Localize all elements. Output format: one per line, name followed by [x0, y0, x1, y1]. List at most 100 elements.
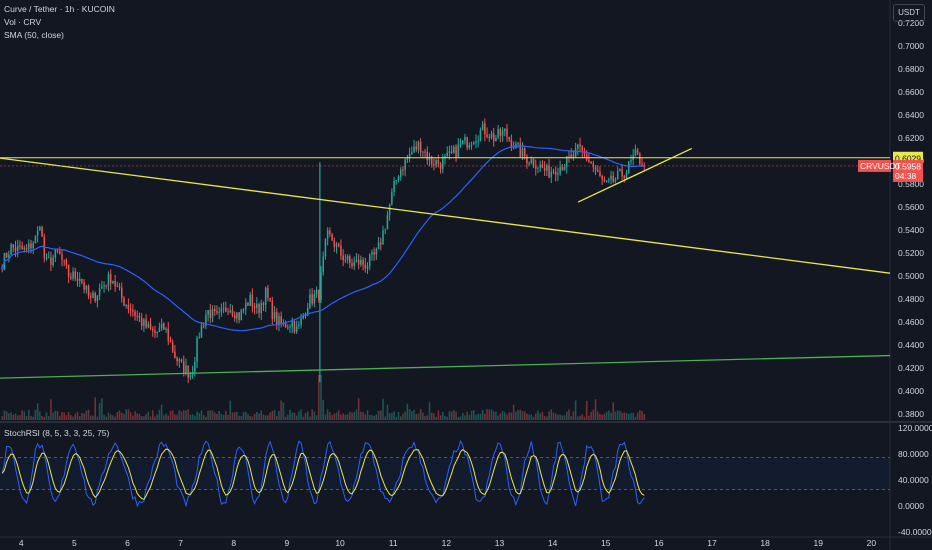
candle-body — [468, 145, 471, 148]
candle — [366, 262, 369, 274]
candle-body — [397, 176, 400, 181]
volume-bar — [213, 412, 216, 420]
candle-body — [311, 294, 313, 304]
candle — [320, 265, 322, 303]
sma-line — [1, 145, 645, 332]
volume-bar — [417, 413, 420, 420]
volume-bar — [459, 416, 462, 420]
volume-bar — [233, 412, 236, 420]
volume-bar — [123, 413, 125, 420]
candle — [335, 241, 338, 254]
currency-button[interactable]: USDT — [893, 4, 925, 22]
candle-body — [302, 315, 305, 319]
volume-bar — [464, 415, 466, 420]
volume-bar — [579, 415, 581, 420]
volume-bar — [271, 410, 274, 420]
candle-body — [167, 328, 170, 341]
volume-bar — [554, 413, 557, 420]
volume-bar — [357, 398, 360, 420]
candle-body — [8, 254, 10, 258]
volume-bar — [158, 409, 161, 420]
candle — [625, 169, 628, 180]
candle — [101, 280, 103, 290]
candle — [415, 141, 417, 153]
candle — [501, 127, 504, 142]
candle-body — [461, 140, 464, 145]
candle-body — [298, 324, 300, 327]
candle-body — [337, 243, 340, 246]
volume-bar — [32, 416, 34, 420]
volume-bar — [185, 410, 187, 420]
candle — [10, 242, 12, 255]
candle-body — [395, 180, 398, 182]
candle-body — [289, 326, 291, 328]
volume-bar — [399, 416, 402, 420]
volume-bar — [603, 413, 606, 420]
candle — [114, 274, 116, 292]
candle-body — [278, 316, 280, 325]
legend-stoch-rsi[interactable]: StochRSI (8, 5, 3, 3, 25, 75) — [4, 428, 110, 438]
candle-body — [486, 134, 488, 138]
candle — [220, 303, 223, 317]
volume-bar — [528, 414, 530, 420]
volume-bar — [171, 410, 174, 420]
candle-body — [176, 357, 178, 362]
candle-body — [399, 169, 402, 177]
volume-bar — [50, 399, 52, 420]
candle — [275, 308, 278, 330]
candle — [249, 291, 251, 307]
candle-body — [291, 321, 294, 327]
candle — [579, 137, 581, 152]
candle-body — [599, 171, 601, 176]
candle — [258, 302, 260, 319]
candle-body — [335, 243, 338, 247]
volume-bar — [368, 415, 371, 420]
candle — [309, 288, 311, 310]
candle-body — [510, 139, 513, 148]
volume-bar — [251, 416, 254, 420]
legend-sma[interactable]: SMA (50, close) — [4, 30, 64, 40]
stoch-tick: 120.0000 — [898, 423, 932, 433]
candle — [548, 158, 550, 179]
ascending-support-trendline — [577, 147, 693, 203]
candle — [185, 358, 187, 376]
candle — [165, 327, 167, 334]
candle — [550, 166, 553, 184]
candle — [543, 161, 546, 176]
candle-body — [333, 240, 336, 247]
volume-bar — [386, 404, 389, 420]
volume-bar — [623, 412, 626, 420]
candle — [391, 188, 393, 206]
candle — [426, 146, 429, 165]
volume-bar — [211, 410, 214, 420]
long-term-support-line — [0, 354, 891, 379]
volume-bar — [495, 411, 497, 420]
candle — [532, 157, 535, 169]
volume-bar — [87, 409, 90, 420]
volume-bar — [78, 416, 81, 420]
candle — [240, 308, 243, 321]
candle-body — [81, 278, 83, 283]
candle — [439, 161, 442, 174]
volume-bar — [151, 410, 154, 420]
volume-bar — [176, 414, 178, 420]
volume-bar — [526, 413, 528, 420]
candle — [515, 141, 517, 149]
candle-body — [143, 319, 145, 326]
candle-body — [605, 180, 608, 182]
candle — [216, 305, 218, 315]
candle — [151, 326, 154, 337]
axes: 0.7200 0.7000 0.6800 0.6600 0.6400 0.6200 0.60… — [19, 18, 932, 548]
candle — [455, 144, 457, 162]
price-tick: 0.5200 — [898, 248, 924, 258]
legend-symbol[interactable]: Curve / Tether · 1h · KUCOIN — [4, 4, 115, 14]
candle — [50, 251, 52, 271]
legend-volume[interactable]: Vol · CRV — [4, 17, 42, 27]
candle-body — [264, 287, 267, 306]
candle — [639, 152, 641, 167]
candle — [295, 320, 298, 335]
candle-body — [373, 252, 375, 255]
candle-body — [603, 179, 606, 182]
candle-body — [426, 151, 429, 161]
